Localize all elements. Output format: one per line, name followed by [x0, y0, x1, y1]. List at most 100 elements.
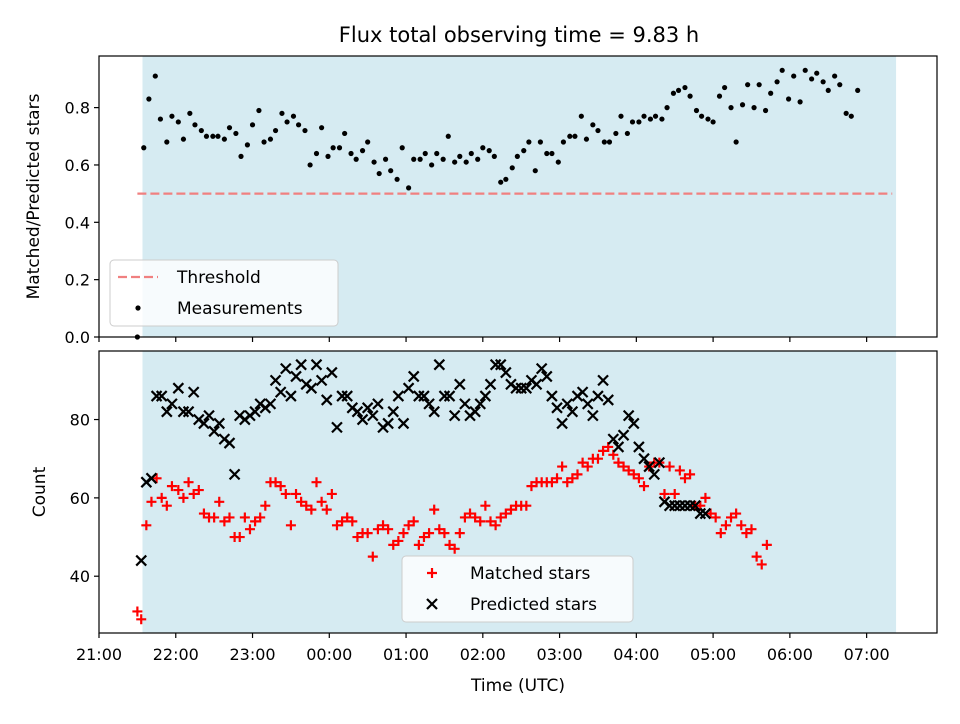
- data-point: [146, 496, 157, 507]
- y-tick-label: 60: [70, 489, 90, 508]
- data-point: [710, 512, 721, 523]
- data-point: [402, 382, 415, 394]
- legend-threshold-label: Threshold: [176, 268, 261, 288]
- data-point: [633, 473, 644, 484]
- legend-predicted-label: Predicted stars: [470, 595, 597, 615]
- data-point: [219, 516, 230, 527]
- data-point: [582, 461, 593, 472]
- data-point: [761, 539, 772, 550]
- y-axis-label: Count: [30, 466, 50, 517]
- data-point: [398, 528, 409, 539]
- data-point: [418, 532, 429, 543]
- data-point: [500, 366, 512, 379]
- data-point: [352, 532, 363, 543]
- data-point: [572, 469, 583, 480]
- data-point: [606, 139, 613, 145]
- data-point: [521, 148, 527, 154]
- data-point: [260, 500, 271, 511]
- data-point: [530, 378, 543, 391]
- data-point: [320, 394, 333, 406]
- data-point: [470, 512, 481, 523]
- data-point: [198, 127, 204, 134]
- data-point: [687, 93, 693, 99]
- data-point: [203, 133, 210, 139]
- data-point: [779, 67, 785, 73]
- x-tick-label: 23:00: [229, 645, 275, 664]
- data-point: [175, 119, 181, 125]
- data-point: [434, 150, 440, 157]
- data-point: [577, 457, 588, 468]
- data-point: [739, 102, 746, 108]
- data-point: [490, 520, 501, 531]
- data-point: [475, 156, 481, 162]
- data-point: [372, 524, 383, 535]
- data-point: [387, 405, 400, 418]
- data-point: [659, 488, 670, 499]
- data-point: [452, 159, 458, 165]
- data-point: [172, 382, 185, 394]
- data-point: [132, 606, 143, 617]
- data-point: [664, 105, 670, 111]
- data-point: [290, 113, 297, 119]
- data-point: [210, 133, 216, 139]
- data-point: [825, 87, 831, 94]
- data-point: [151, 473, 162, 484]
- data-point: [648, 468, 661, 481]
- data-point: [305, 382, 318, 394]
- legend-box: [109, 259, 339, 327]
- data-point: [498, 179, 504, 185]
- data-point: [424, 528, 435, 539]
- legend: Threshold Measurements: [109, 259, 339, 327]
- data-point: [279, 110, 285, 116]
- data-point: [173, 485, 184, 496]
- data-point: [348, 150, 354, 157]
- figure-title: Flux total observing time = 9.83 h: [339, 23, 699, 47]
- data-point: [521, 500, 532, 511]
- data-point: [578, 113, 584, 119]
- data-point: [223, 437, 236, 449]
- top-axes-frame: [98, 55, 938, 338]
- data-point: [250, 516, 261, 527]
- data-point: [716, 93, 723, 99]
- data-point: [459, 512, 470, 523]
- data-point: [307, 162, 313, 168]
- data-point: [367, 551, 378, 562]
- data-point: [544, 150, 550, 157]
- data-point: [272, 127, 279, 134]
- data-point: [423, 398, 435, 410]
- data-point: [682, 84, 688, 91]
- data-point: [239, 512, 250, 523]
- data-point: [326, 488, 337, 499]
- data-point: [448, 409, 461, 422]
- data-point: [733, 139, 739, 145]
- data-point: [647, 116, 654, 122]
- data-point: [484, 378, 497, 391]
- data-point: [291, 488, 302, 499]
- data-point: [652, 113, 659, 119]
- data-point: [187, 386, 200, 398]
- data-point: [444, 539, 455, 550]
- data-point: [505, 504, 516, 515]
- data-point: [198, 417, 210, 430]
- data-point: [526, 481, 537, 492]
- data-point: [188, 488, 199, 499]
- data-point: [371, 159, 377, 165]
- data-point: [214, 496, 225, 507]
- data-point: [613, 130, 619, 137]
- data-point: [809, 76, 815, 82]
- x-tick-label: 22:00: [153, 645, 199, 664]
- data-point: [290, 370, 302, 383]
- data-point: [238, 153, 244, 159]
- data-point: [638, 452, 650, 465]
- data-point: [267, 136, 274, 142]
- data-point: [326, 366, 338, 379]
- data-point: [541, 370, 553, 383]
- x-tick-label: 07:00: [844, 645, 890, 664]
- data-point: [274, 386, 287, 398]
- data-point: [146, 96, 152, 102]
- data-point: [161, 500, 172, 511]
- data-point: [296, 496, 307, 507]
- data-point: [285, 390, 297, 402]
- data-point: [443, 390, 456, 402]
